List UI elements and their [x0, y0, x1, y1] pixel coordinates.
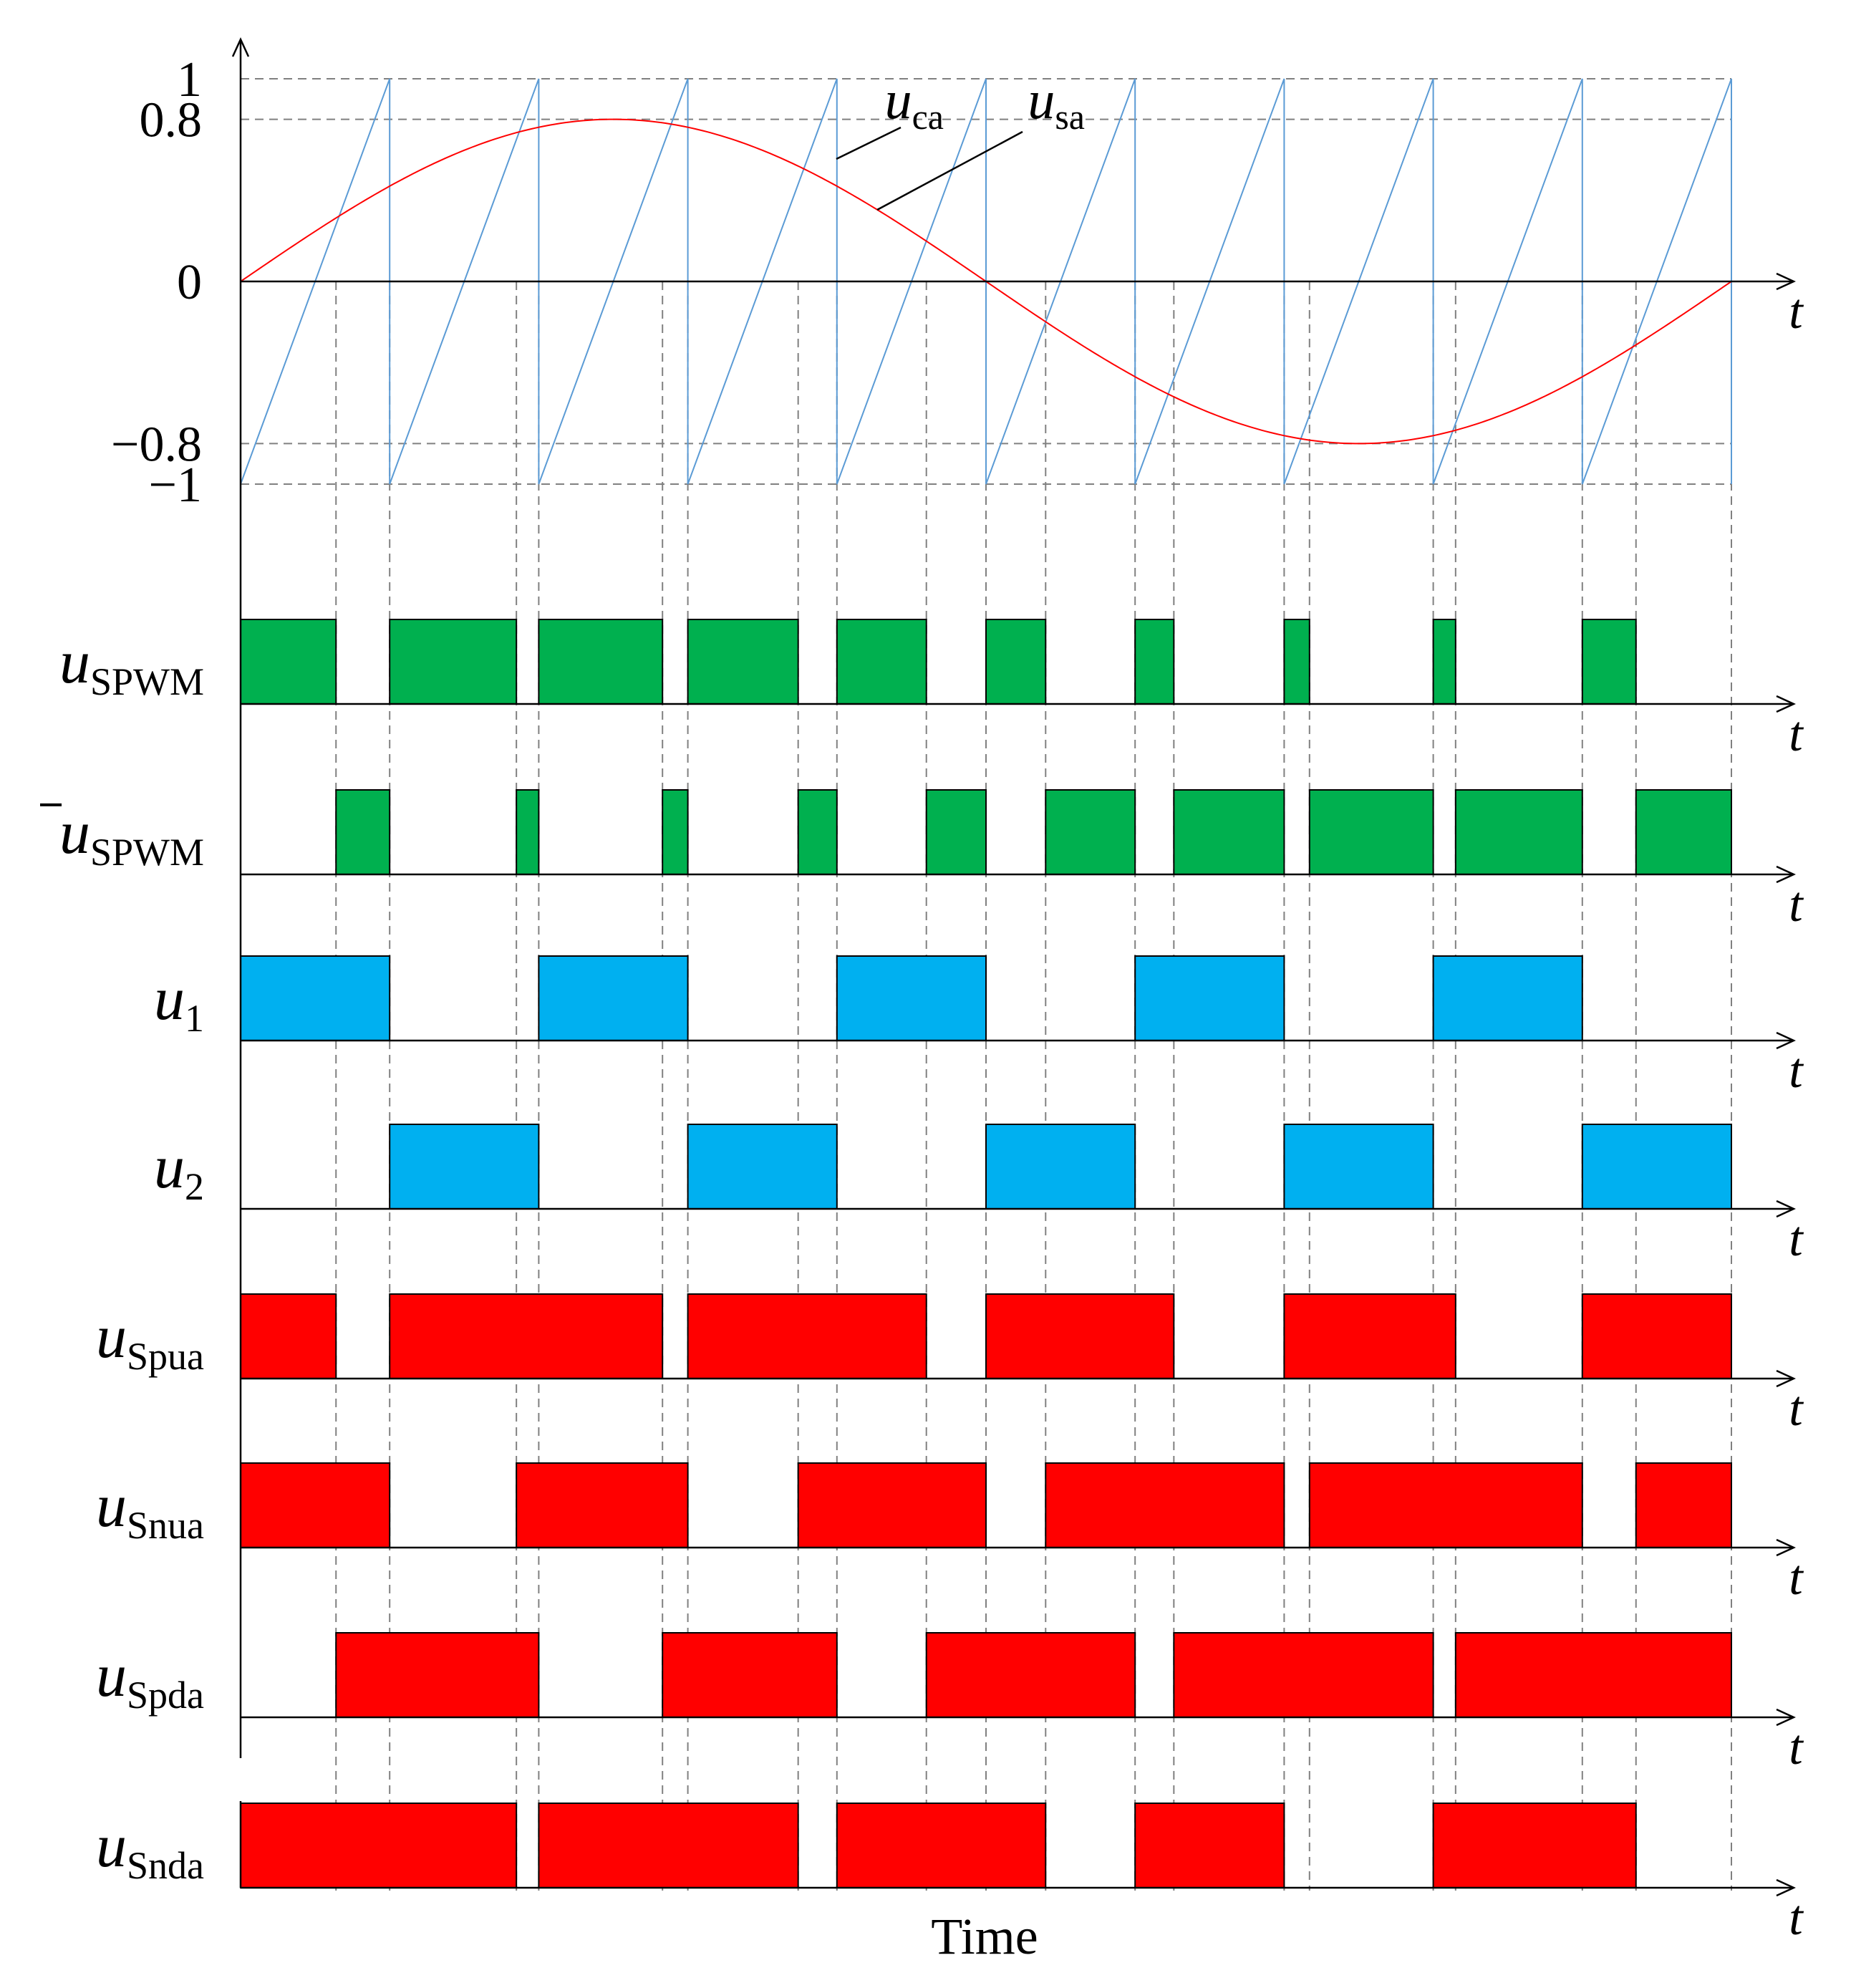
- pulse-uSpda-4: [1454, 1632, 1732, 1718]
- pulse-uSPWM-bar-6: [1173, 789, 1285, 875]
- row-label-uSpda: uSpda: [96, 1641, 204, 1717]
- pulse-u1-4: [1432, 955, 1583, 1041]
- pulse-uSnda-1: [538, 1803, 799, 1888]
- pulse-panels: [240, 619, 1733, 1888]
- row-label-u2: u2: [154, 1132, 204, 1208]
- pulse-uSPWM-bar-8: [1454, 789, 1583, 875]
- pulse-uSnda-2: [836, 1803, 1047, 1888]
- pulse-uSpda-2: [925, 1632, 1136, 1718]
- pulse-u2-0: [389, 1124, 540, 1210]
- pulse-uSPWM-9: [1581, 619, 1637, 705]
- pulse-uSpda-1: [662, 1632, 838, 1718]
- row-label-uSnda: uSnda: [96, 1811, 204, 1887]
- pulse-time-axis-3-arrow: [1776, 1200, 1797, 1218]
- carrier-wave-line: [240, 78, 1732, 485]
- pulse-time-axis-7-t-label: t: [1789, 1891, 1804, 1946]
- pulse-uSnda-4: [1432, 1803, 1637, 1888]
- pulse-uSnua-1: [516, 1462, 689, 1548]
- pulse-time-axis-5-t-label: t: [1789, 1550, 1804, 1606]
- pulse-uSPWM-3: [687, 619, 799, 705]
- pulse-uSnua-0: [240, 1462, 391, 1548]
- pulse-time-axis-6-arrow: [1776, 1708, 1797, 1727]
- y-tick-label-3: −0.8: [111, 417, 202, 472]
- pulse-time-axis-2-arrow: [1776, 1031, 1797, 1050]
- pulse-uSpda-3: [1173, 1632, 1434, 1718]
- pulse-u2-1: [687, 1124, 838, 1210]
- pulse-time-axis-5-arrow: [1776, 1538, 1797, 1557]
- pulse-uSpda-0: [335, 1632, 540, 1718]
- pulse-time-axis-6-t-label: t: [1789, 1720, 1804, 1775]
- pulse-uSPWM-8: [1432, 619, 1456, 705]
- pulse-time-axis-0-arrow: [1776, 695, 1797, 713]
- row-label-uSnua: uSnua: [96, 1471, 204, 1547]
- pulse-uSPWM-bar-4: [925, 789, 987, 875]
- pulse-uSpua-4: [1283, 1293, 1456, 1379]
- analog-time-axis-t-label: t: [1789, 284, 1804, 339]
- pulse-uSnda-0: [240, 1803, 518, 1888]
- pulse-uSnda-3: [1134, 1803, 1285, 1888]
- pulse-uSPWM-2: [538, 619, 664, 705]
- pulse-uSPWM-bar-0: [335, 789, 391, 875]
- pulse-time-axis-4-t-label: t: [1789, 1381, 1804, 1437]
- pulse-uSnua-5: [1635, 1462, 1732, 1548]
- modulating-leader-line: [876, 130, 1023, 211]
- pulse-u1-1: [538, 955, 689, 1041]
- y-tick-label-2: 0: [177, 255, 202, 310]
- pulse-uSPWM-1: [389, 619, 518, 705]
- pulse-uSPWM-bar-9: [1635, 789, 1732, 875]
- pulse-time-axis-2-t-label: t: [1789, 1043, 1804, 1099]
- axes: [231, 37, 1797, 1897]
- pulse-time-axis-0-t-label: t: [1789, 707, 1804, 762]
- pulse-uSnua-2: [797, 1462, 987, 1548]
- pulse-time-axis-3-t-label: t: [1789, 1212, 1804, 1267]
- pulse-u1-0: [240, 955, 391, 1041]
- pulse-uSPWM-bar-2: [662, 789, 689, 875]
- pulse-uSPWM-5: [985, 619, 1047, 705]
- pulse-u2-3: [1283, 1124, 1434, 1210]
- modulating-label: usa: [1028, 70, 1085, 137]
- row-label-uSpua: uSpua: [96, 1302, 204, 1378]
- analog-time-axis-arrow: [1776, 272, 1797, 291]
- y-tick-label-1: 0.8: [140, 93, 203, 148]
- pulse-uSpua-1: [389, 1293, 664, 1379]
- pulse-uSPWM-bar-7: [1308, 789, 1434, 875]
- pulse-uSPWM-4: [836, 619, 927, 705]
- pulse-time-axis-1-arrow: [1776, 865, 1797, 884]
- pulse-time-axis-1-t-label: t: [1789, 877, 1804, 932]
- pulse-uSPWM-bar-1: [516, 789, 540, 875]
- pulse-uSPWM-7: [1283, 619, 1310, 705]
- pulse-time-axis-7-arrow: [1776, 1878, 1797, 1897]
- pulse-u2-2: [985, 1124, 1136, 1210]
- pulse-u2-4: [1581, 1124, 1733, 1210]
- x-axis-title: Time: [931, 1908, 1038, 1965]
- pulse-uSpua-2: [687, 1293, 927, 1379]
- pulse-u1-2: [836, 955, 987, 1041]
- row-label-uSPWM: uSPWM: [59, 627, 204, 703]
- pulse-uSpua-5: [1581, 1293, 1733, 1379]
- y-tick-label-4: −1: [149, 458, 202, 513]
- pulse-uSpua-3: [985, 1293, 1175, 1379]
- pulse-time-axis-4-arrow: [1776, 1369, 1797, 1388]
- pulse-uSnua-4: [1308, 1462, 1583, 1548]
- y-tick-label-0: 1: [177, 52, 202, 107]
- labels: 10.8 0 −0.8−1 uca usa uSPWM uSPWM u1 u2 uSpua uSnu…: [40, 52, 1804, 1946]
- pulse-uSPWM-0: [240, 619, 337, 705]
- y-axis-arrow: [231, 37, 250, 57]
- carrier-label: uca: [885, 70, 944, 137]
- pulse-uSPWM-bar-5: [1045, 789, 1136, 875]
- pulse-uSPWM-bar-3: [797, 789, 838, 875]
- pulse-uSpua-0: [240, 1293, 337, 1379]
- row-label-uSPWM-bar: uSPWM: [59, 798, 204, 874]
- pulse-u1-3: [1134, 955, 1285, 1041]
- row-label-u1: u1: [154, 964, 204, 1040]
- carrier-leader-line: [836, 126, 902, 160]
- pulse-uSPWM-6: [1134, 619, 1175, 705]
- pulse-uSnua-3: [1045, 1462, 1285, 1548]
